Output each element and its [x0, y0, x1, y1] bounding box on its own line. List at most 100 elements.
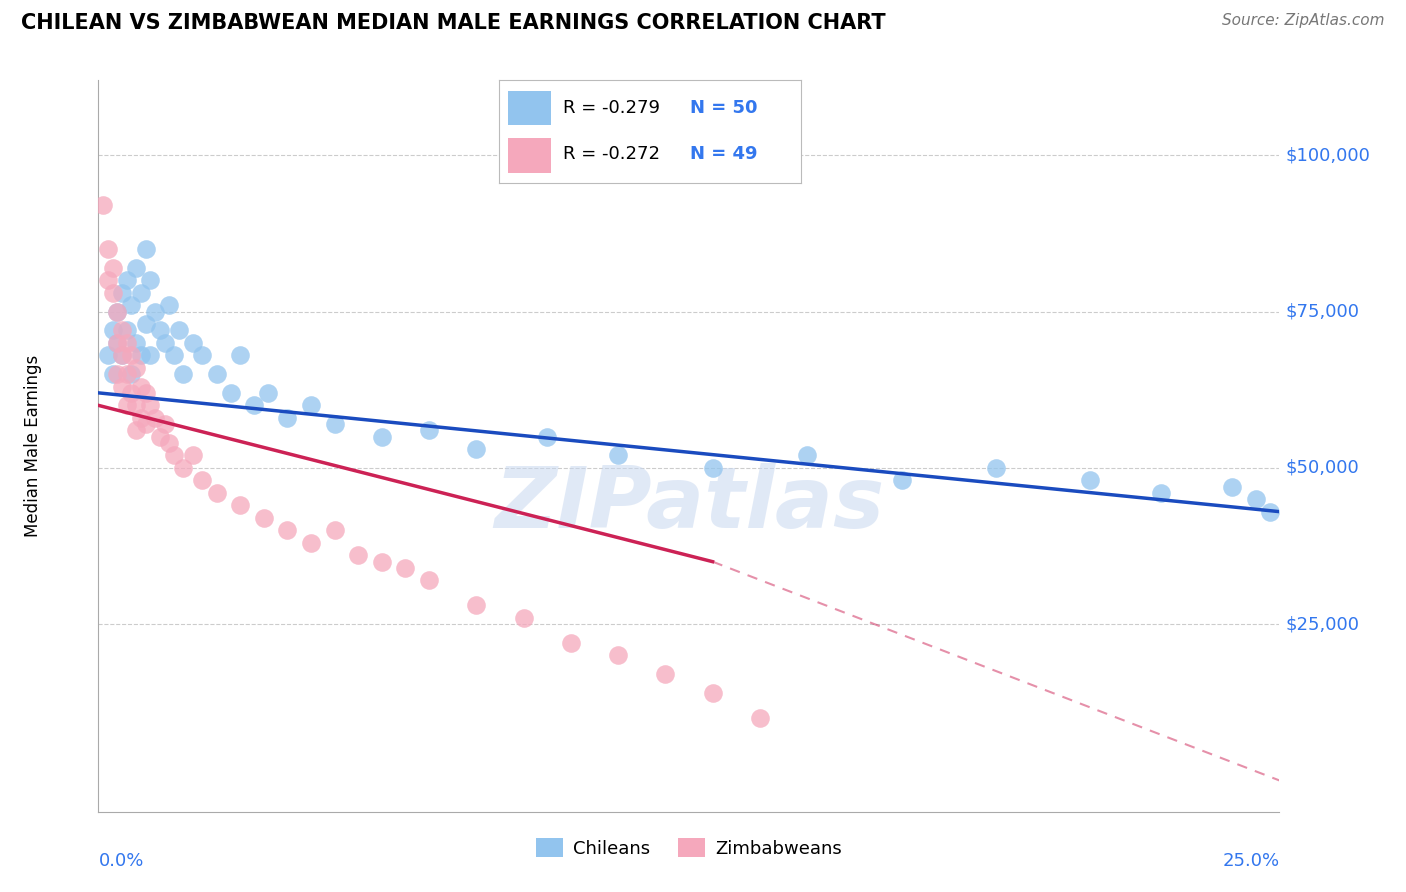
Point — [143, 304, 166, 318]
Point — [105, 335, 128, 350]
Text: R = -0.272: R = -0.272 — [562, 145, 659, 163]
Point — [111, 379, 134, 393]
Point — [121, 298, 143, 312]
Point — [536, 429, 558, 443]
Point — [129, 348, 152, 362]
Point — [111, 323, 134, 337]
Point — [1150, 486, 1173, 500]
Point — [654, 667, 676, 681]
Text: $75,000: $75,000 — [1285, 302, 1360, 320]
Point — [149, 429, 172, 443]
Point — [115, 323, 138, 337]
Point — [135, 417, 157, 431]
Point — [139, 348, 162, 362]
Point — [167, 323, 190, 337]
Point — [125, 360, 148, 375]
Point — [111, 348, 134, 362]
Point — [172, 367, 194, 381]
Point — [512, 611, 534, 625]
Point — [181, 449, 204, 463]
Text: $25,000: $25,000 — [1285, 615, 1360, 633]
Point — [115, 273, 138, 287]
Point — [371, 555, 394, 569]
Point — [607, 648, 630, 663]
Point — [181, 335, 204, 350]
Point — [347, 549, 370, 563]
Text: CHILEAN VS ZIMBABWEAN MEDIAN MALE EARNINGS CORRELATION CHART: CHILEAN VS ZIMBABWEAN MEDIAN MALE EARNIN… — [21, 13, 886, 33]
Point — [191, 348, 214, 362]
Point — [1080, 474, 1102, 488]
Point — [323, 417, 346, 431]
Point — [125, 398, 148, 412]
Point — [229, 348, 252, 362]
Point — [163, 449, 186, 463]
Point — [191, 474, 214, 488]
Point — [1220, 480, 1243, 494]
Point — [135, 242, 157, 256]
Text: $50,000: $50,000 — [1285, 458, 1360, 477]
Text: R = -0.279: R = -0.279 — [562, 99, 659, 117]
Point — [205, 367, 228, 381]
Point — [465, 442, 488, 457]
Point — [153, 335, 176, 350]
Point — [129, 285, 152, 300]
Bar — [508, 137, 551, 173]
Point — [229, 499, 252, 513]
Point — [276, 410, 298, 425]
Point — [121, 385, 143, 400]
Point — [371, 429, 394, 443]
Point — [796, 449, 818, 463]
Point — [125, 260, 148, 275]
Point — [101, 367, 124, 381]
Point — [105, 335, 128, 350]
Point — [111, 285, 134, 300]
Point — [105, 367, 128, 381]
Point — [111, 348, 134, 362]
Point — [135, 385, 157, 400]
Point — [101, 323, 124, 337]
Point — [101, 260, 124, 275]
Point — [139, 398, 162, 412]
Point — [323, 524, 346, 538]
Text: 25.0%: 25.0% — [1222, 852, 1279, 870]
Text: Median Male Earnings: Median Male Earnings — [24, 355, 42, 537]
Point — [129, 379, 152, 393]
Point — [149, 323, 172, 337]
Text: N = 50: N = 50 — [689, 99, 756, 117]
Point — [560, 636, 582, 650]
Point — [157, 298, 180, 312]
Point — [139, 273, 162, 287]
Point — [143, 410, 166, 425]
Point — [97, 242, 120, 256]
Point — [257, 385, 280, 400]
Point — [135, 317, 157, 331]
Text: ZIPatlas: ZIPatlas — [494, 463, 884, 546]
Point — [101, 285, 124, 300]
Point — [121, 367, 143, 381]
Point — [299, 536, 322, 550]
Point — [125, 335, 148, 350]
Bar — [508, 91, 551, 126]
Text: N = 49: N = 49 — [689, 145, 756, 163]
Point — [394, 561, 416, 575]
Point — [163, 348, 186, 362]
Point — [153, 417, 176, 431]
Point — [105, 304, 128, 318]
Point — [253, 511, 276, 525]
Point — [115, 398, 138, 412]
Point — [205, 486, 228, 500]
Legend: Chileans, Zimbabweans: Chileans, Zimbabweans — [529, 831, 849, 865]
Point — [607, 449, 630, 463]
Point — [115, 367, 138, 381]
Point — [748, 711, 770, 725]
Point — [91, 198, 114, 212]
Point — [97, 273, 120, 287]
Point — [465, 599, 488, 613]
Text: $100,000: $100,000 — [1285, 146, 1371, 164]
Point — [418, 574, 440, 588]
Point — [172, 461, 194, 475]
Point — [418, 423, 440, 437]
Point — [105, 304, 128, 318]
Point — [243, 398, 266, 412]
Point — [299, 398, 322, 412]
